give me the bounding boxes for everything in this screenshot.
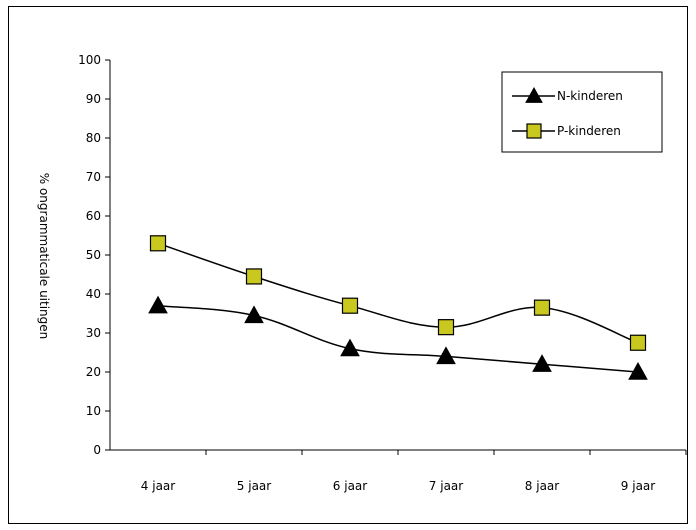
y-tick-label: 0 — [93, 443, 101, 457]
data-point-n-kinderen — [532, 354, 552, 372]
data-point-p-kinderen — [437, 319, 455, 336]
y-tick-label: 40 — [86, 287, 101, 301]
data-point-n-kinderen — [244, 305, 264, 324]
y-tick-label: 80 — [86, 131, 101, 145]
data-point-n-kinderen — [628, 361, 648, 380]
x-tick-label: 4 jaar — [141, 479, 175, 493]
data-point-n-kinderen — [436, 346, 456, 365]
y-tick-label: 60 — [86, 209, 101, 223]
data-point-p-kinderen — [533, 299, 551, 316]
y-tick-label: 10 — [86, 404, 101, 418]
x-tick-label: 5 jaar — [237, 479, 271, 493]
y-tick-label: 30 — [86, 326, 101, 340]
data-point-p-kinderen — [341, 297, 359, 314]
y-tick-label: 20 — [86, 365, 101, 379]
series-line-n-kinderen — [157, 304, 639, 373]
markers — [148, 235, 648, 380]
y-tick-label: 50 — [86, 248, 101, 262]
legend-triangle-marker — [525, 86, 543, 103]
x-tick-label: 8 jaar — [525, 479, 559, 493]
x-tick-label: 9 jaar — [621, 479, 655, 493]
y-tick-label: 90 — [86, 92, 101, 106]
legend-label: N-kinderen — [557, 89, 623, 103]
axes: 0 10 20 30 40 50 60 70 80 90 100 4 jaar 5 jaar 6 jaar… — [78, 53, 687, 493]
legend-box — [501, 71, 663, 153]
data-point-n-kinderen — [148, 295, 168, 314]
data-point-p-kinderen — [245, 268, 263, 285]
data-point-p-kinderen — [149, 235, 167, 252]
series-lines — [157, 242, 639, 373]
x-tick-label: 7 jaar — [429, 479, 463, 493]
y-axis-label: % ongrammaticale uitingen — [37, 173, 51, 340]
legend-square-marker — [526, 123, 542, 139]
y-tick-label: 100 — [78, 53, 101, 67]
legend: N-kinderen P-kinderen — [501, 71, 663, 153]
data-point-p-kinderen — [629, 334, 647, 351]
data-point-n-kinderen — [340, 338, 360, 357]
y-tick-label: 70 — [86, 170, 101, 184]
series-line-p-kinderen — [157, 242, 639, 344]
x-tick-label: 6 jaar — [333, 479, 367, 493]
legend-label: P-kinderen — [557, 124, 621, 138]
